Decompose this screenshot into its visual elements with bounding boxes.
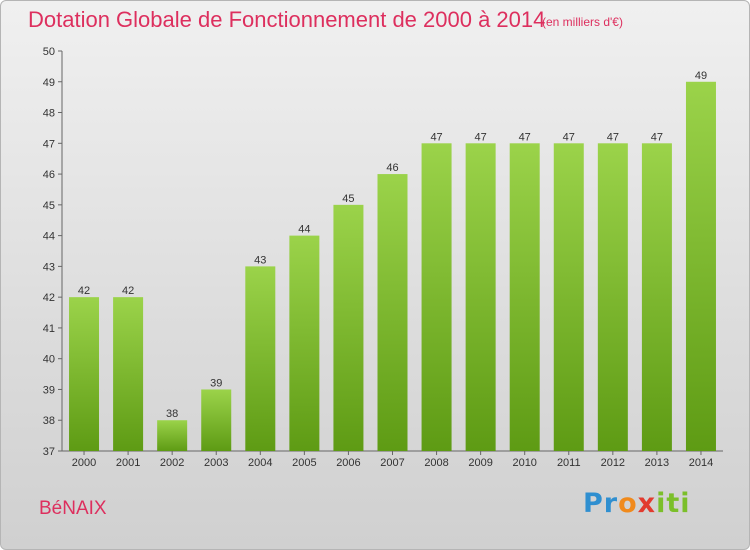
bar-value-label: 43 bbox=[254, 254, 266, 266]
x-tick-label: 2008 bbox=[424, 457, 448, 469]
x-tick-label: 2011 bbox=[557, 457, 581, 469]
y-tick-label: 40 bbox=[43, 354, 55, 366]
bar bbox=[465, 143, 496, 452]
axes: 37 38 39 40 41 42 43 44 45 46 47 48 49 50 2000 2001 2002… bbox=[43, 46, 723, 469]
bar bbox=[553, 143, 584, 452]
y-tick-label: 47 bbox=[43, 138, 55, 150]
x-tick-label: 2000 bbox=[72, 457, 96, 469]
bar-value-label: 47 bbox=[430, 131, 442, 143]
y-tick-label: 44 bbox=[43, 231, 55, 243]
y-tick-label: 46 bbox=[43, 169, 55, 181]
bar bbox=[333, 204, 364, 451]
bar-value-label: 47 bbox=[607, 131, 619, 143]
y-tick-label: 49 bbox=[43, 77, 55, 89]
bar bbox=[509, 143, 540, 452]
x-tick-label: 2001 bbox=[116, 457, 140, 469]
chart-title: Dotation Globale de Fonctionnement de 20… bbox=[28, 7, 546, 32]
x-tick-label: 2002 bbox=[160, 457, 184, 469]
bar-value-label: 49 bbox=[695, 70, 707, 82]
x-tick-label: 2012 bbox=[601, 457, 625, 469]
y-tick-label: 37 bbox=[43, 446, 55, 458]
bar-value-label: 45 bbox=[342, 193, 354, 205]
bar bbox=[113, 297, 144, 451]
bar bbox=[641, 143, 672, 452]
bar-value-label: 42 bbox=[78, 285, 90, 297]
bar-value-label: 38 bbox=[166, 408, 178, 420]
bar bbox=[685, 81, 716, 452]
x-tick-label: 2004 bbox=[248, 457, 272, 469]
x-tick-label: 2014 bbox=[689, 457, 713, 469]
bar-value-label: 39 bbox=[210, 377, 222, 389]
bar-value-label: 42 bbox=[122, 285, 134, 297]
bar bbox=[289, 235, 320, 451]
chart-subtitle: (en milliers d'€) bbox=[542, 15, 623, 29]
bar-value-label: 47 bbox=[475, 131, 487, 143]
x-tick-label: 2010 bbox=[512, 457, 536, 469]
bar-value-label: 46 bbox=[386, 162, 398, 174]
y-tick-label: 38 bbox=[43, 415, 55, 427]
x-tick-label: 2007 bbox=[380, 457, 404, 469]
y-tick-label: 42 bbox=[43, 292, 55, 304]
bar bbox=[245, 266, 276, 451]
x-tick-label: 2009 bbox=[468, 457, 492, 469]
y-tick-label: 41 bbox=[43, 323, 55, 335]
y-tick-label: 45 bbox=[43, 200, 55, 212]
proxiti-logo: Proxiti bbox=[583, 488, 691, 519]
bar-value-label: 47 bbox=[651, 131, 663, 143]
bar bbox=[69, 297, 100, 451]
y-tick-label: 50 bbox=[43, 46, 55, 58]
bar bbox=[157, 420, 188, 451]
y-tick-label: 48 bbox=[43, 108, 55, 120]
bar-value-label: 47 bbox=[519, 131, 531, 143]
x-tick-label: 2003 bbox=[204, 457, 228, 469]
bar bbox=[421, 143, 452, 452]
bar bbox=[377, 174, 408, 452]
y-tick-label: 43 bbox=[43, 261, 55, 273]
x-tick-label: 2005 bbox=[292, 457, 316, 469]
bar bbox=[597, 143, 628, 452]
location-name: BéNAIX bbox=[39, 498, 107, 519]
bars-group: 42 42 38 39 43 44 45 46 47 47 47 47 47 47 49 bbox=[69, 70, 716, 452]
x-tick-label: 2006 bbox=[336, 457, 360, 469]
bar-value-label: 47 bbox=[563, 131, 575, 143]
y-tick-label: 39 bbox=[43, 384, 55, 396]
x-tick-label: 2013 bbox=[645, 457, 669, 469]
bar bbox=[201, 389, 232, 451]
bar-value-label: 44 bbox=[298, 224, 310, 236]
